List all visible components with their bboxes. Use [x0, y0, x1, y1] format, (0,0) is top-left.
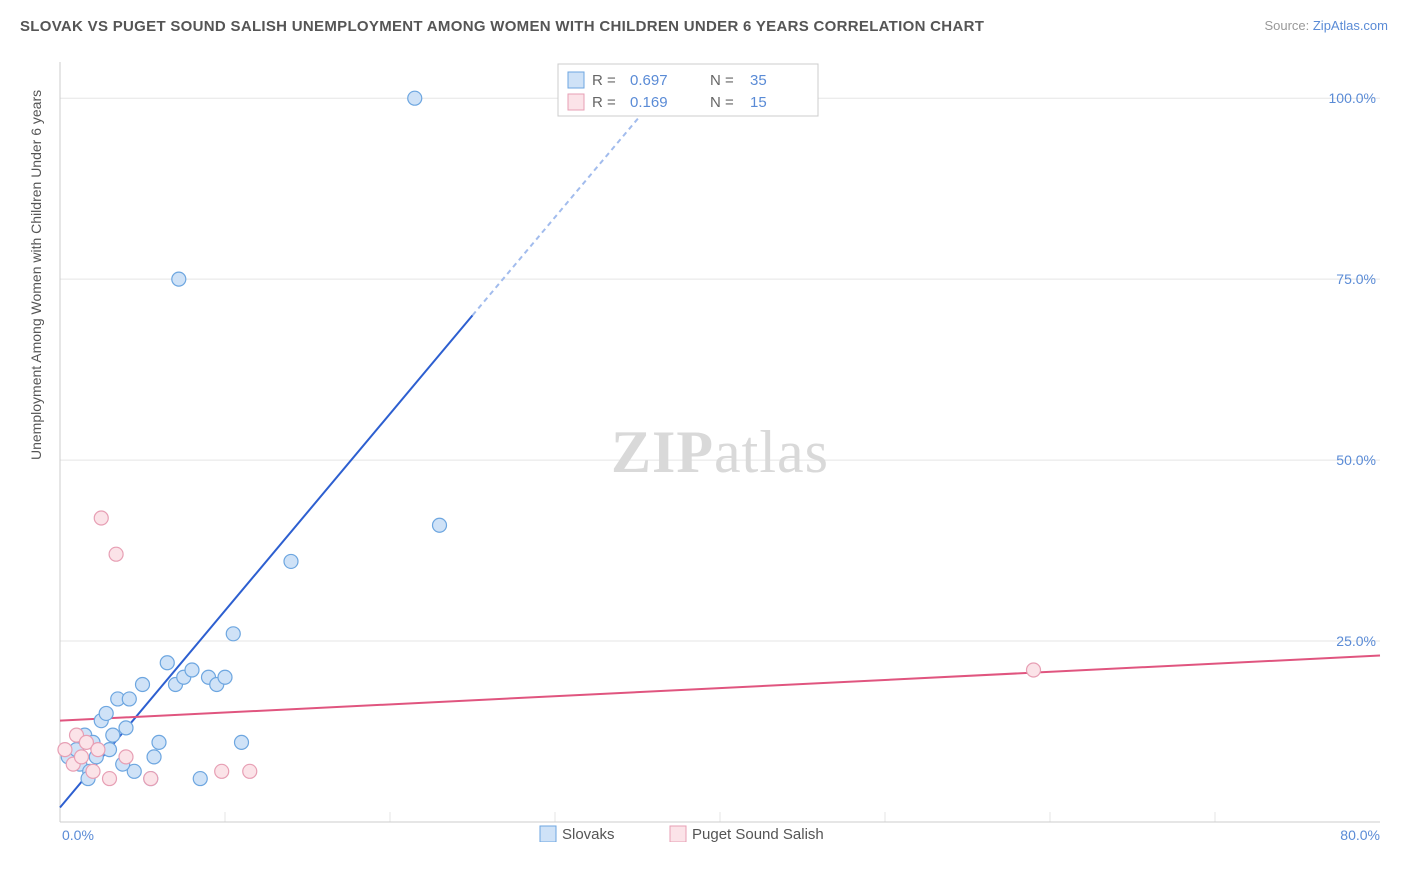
data-point: [172, 272, 186, 286]
stats-swatch-pink: [568, 94, 584, 110]
stats-r-val-1: 0.169: [630, 94, 668, 111]
data-point: [215, 764, 229, 778]
data-point: [136, 677, 150, 691]
data-point: [119, 750, 133, 764]
x-tick-0: 0.0%: [62, 827, 94, 842]
data-point: [91, 743, 105, 757]
data-point: [58, 743, 72, 757]
data-point: [99, 706, 113, 720]
data-point: [226, 627, 240, 641]
y-tick: 50.0%: [1336, 452, 1376, 468]
data-point: [86, 764, 100, 778]
watermark: ZIPatlas: [611, 419, 829, 485]
data-point: [147, 750, 161, 764]
x-tick-1: 80.0%: [1340, 827, 1380, 842]
data-point: [185, 663, 199, 677]
data-point: [144, 772, 158, 786]
y-tick-labels: 25.0% 50.0% 75.0% 100.0%: [1329, 90, 1376, 649]
stats-r-val-0: 0.697: [630, 72, 668, 89]
bottom-legend-label-0: Slovaks: [562, 826, 615, 842]
stats-swatch-blue: [568, 72, 584, 88]
stats-n-val-1: 15: [750, 94, 767, 111]
data-point: [243, 764, 257, 778]
data-point: [103, 772, 117, 786]
data-point: [74, 750, 88, 764]
y-tick: 25.0%: [1336, 633, 1376, 649]
source-prefix: Source:: [1264, 18, 1312, 33]
data-point: [94, 511, 108, 525]
bottom-swatch-blue: [540, 826, 556, 842]
data-point: [122, 692, 136, 706]
data-point: [109, 547, 123, 561]
watermark-light: atlas: [714, 419, 829, 485]
data-point: [106, 728, 120, 742]
data-point: [193, 772, 207, 786]
data-point: [1027, 663, 1041, 677]
y-tick: 100.0%: [1329, 90, 1376, 106]
bottom-swatch-pink: [670, 826, 686, 842]
stats-r-label-1: R =: [592, 94, 616, 111]
data-point: [433, 518, 447, 532]
source-link[interactable]: ZipAtlas.com: [1313, 18, 1388, 33]
chart-title: SLOVAK VS PUGET SOUND SALISH UNEMPLOYMEN…: [20, 18, 984, 35]
watermark-bold: ZIP: [611, 419, 714, 485]
data-point: [408, 91, 422, 105]
stats-n-val-0: 35: [750, 72, 767, 89]
data-point: [119, 721, 133, 735]
stats-legend: R = 0.697 N = 35 R = 0.169 N = 15: [558, 64, 818, 116]
data-point: [284, 554, 298, 568]
bottom-legend: Slovaks Puget Sound Salish: [540, 826, 824, 842]
y-axis-label: Unemployment Among Women with Children U…: [28, 90, 44, 460]
data-point: [218, 670, 232, 684]
data-points: [58, 91, 1041, 785]
bottom-legend-label-1: Puget Sound Salish: [692, 826, 824, 842]
stats-n-label-1: N =: [710, 94, 734, 111]
source-attribution: Source: ZipAtlas.com: [1264, 18, 1388, 33]
stats-r-label-0: R =: [592, 72, 616, 89]
scatter-plot: ZIPatlas 25.0% 50.0% 75.0% 100.0% 0.0% 80.0…: [50, 52, 1390, 842]
plot-svg: ZIPatlas 25.0% 50.0% 75.0% 100.0% 0.0% 80.0…: [50, 52, 1390, 842]
data-point: [160, 656, 174, 670]
y-tick: 75.0%: [1336, 271, 1376, 287]
data-point: [152, 735, 166, 749]
stats-n-label-0: N =: [710, 72, 734, 89]
data-point: [235, 735, 249, 749]
